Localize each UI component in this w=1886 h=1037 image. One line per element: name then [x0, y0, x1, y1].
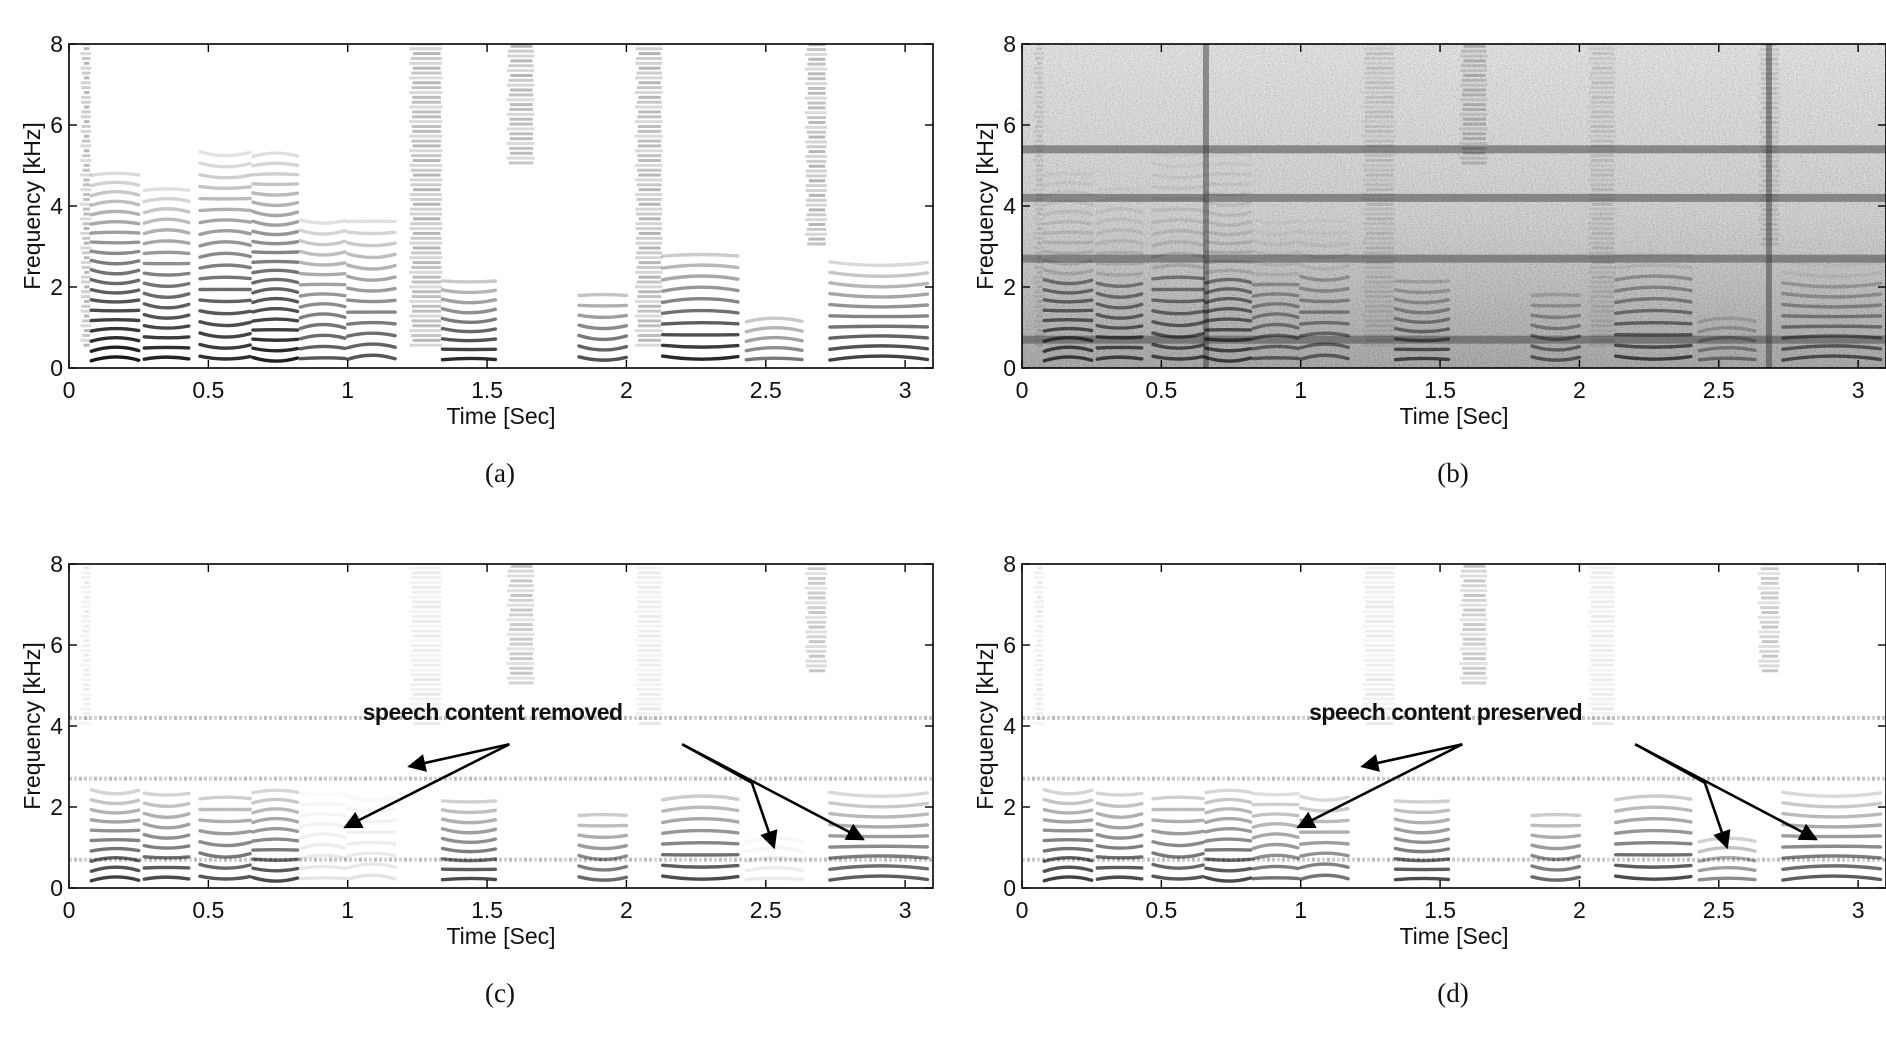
x-tick-label-b-0: 0 — [1016, 377, 1029, 403]
spectrogram-panel-b: 0 0.5 1 1.5 2 2.5 3 0 2 4 6 8 Time [Sec] Frequency [k… — [953, 0, 1886, 517]
x-tick-label-d-6: 3 — [1852, 897, 1865, 923]
axes-a: 0 0.5 1 1.5 2 2.5 3 0 2 4 6 8 — [50, 31, 934, 403]
x-tick-label-a-2: 1 — [341, 377, 354, 403]
spectrogram-b-chart: 0 0.5 1 1.5 2 2.5 3 0 2 4 6 8 Time [Sec] Frequency [k… — [972, 31, 1886, 429]
x-tick-label-c-4: 2 — [620, 897, 633, 923]
y-axis-label-c: Frequency [kHz] — [19, 642, 45, 809]
annotation-d: speech content preserved — [1296, 699, 1818, 850]
y-tick-label-c-1: 2 — [50, 794, 63, 820]
x-tick-label-b-2: 1 — [1294, 377, 1307, 403]
y-tick-label-d-0: 0 — [1003, 875, 1016, 901]
spectrogram-c-chart: 0 0.5 1 1.5 2 2.5 3 0 2 4 6 8 Time [Sec] Frequency [k… — [19, 551, 934, 949]
y-tick-label-b-0: 0 — [1003, 355, 1016, 381]
annotation-text-d: speech content preserved — [1309, 699, 1582, 725]
spectrogram-a-image — [69, 44, 933, 368]
x-tick-label-b-5: 2.5 — [1703, 377, 1735, 403]
panel-caption-b: (b) — [1437, 458, 1469, 488]
spectrogram-d-chart: 0 0.5 1 1.5 2 2.5 3 0 2 4 6 8 Time [Sec] Frequency [k… — [972, 551, 1886, 949]
annotation-arrow-c-0 — [407, 742, 510, 772]
x-tick-label-b-3: 1.5 — [1424, 377, 1456, 403]
x-axis-label-d: Time [Sec] — [1399, 923, 1508, 949]
y-tick-label-b-2: 4 — [1003, 193, 1016, 219]
annotation-text-c: speech content removed — [363, 699, 623, 725]
x-tick-label-b-1: 0.5 — [1145, 377, 1177, 403]
y-tick-label-b-1: 2 — [1003, 274, 1016, 300]
x-tick-label-a-4: 2 — [620, 377, 633, 403]
x-tick-label-a-5: 2.5 — [750, 377, 782, 403]
y-tick-label-d-1: 2 — [1003, 794, 1016, 820]
annotation-arrow-d-2 — [1703, 782, 1731, 850]
y-axis-label-b: Frequency [kHz] — [972, 122, 998, 289]
axes-c: 0 0.5 1 1.5 2 2.5 3 0 2 4 6 8 — [50, 551, 934, 923]
y-tick-label-a-0: 0 — [50, 355, 63, 381]
spectrogram-a-chart: 0 0.5 1 1.5 2 2.5 3 0 2 4 6 8 Time [Sec] Frequency [k… — [19, 31, 934, 429]
spectrogram-panel-a: 0 0.5 1 1.5 2 2.5 3 0 2 4 6 8 Time [Sec] Frequency [k… — [0, 0, 943, 517]
annotation-arrow-d-0 — [1360, 742, 1463, 772]
x-tick-label-d-1: 0.5 — [1145, 897, 1177, 923]
y-tick-label-c-2: 4 — [50, 713, 63, 739]
x-tick-label-c-6: 3 — [899, 897, 912, 923]
y-tick-label-c-3: 6 — [50, 632, 63, 658]
x-axis-label-a: Time [Sec] — [446, 403, 555, 429]
axes-d: 0 0.5 1 1.5 2 2.5 3 0 2 4 6 8 — [1003, 551, 1886, 923]
annotation-arrow-c-1 — [343, 743, 510, 829]
y-tick-label-b-3: 6 — [1003, 112, 1016, 138]
spectrogram-c-image — [69, 564, 933, 888]
x-tick-label-a-6: 3 — [899, 377, 912, 403]
panel-caption-d: (d) — [1437, 978, 1469, 1008]
y-tick-label-d-4: 8 — [1003, 551, 1016, 577]
x-tick-label-b-4: 2 — [1573, 377, 1586, 403]
y-axis-label-a: Frequency [kHz] — [19, 122, 45, 289]
annotation-c: speech content removed — [343, 699, 865, 850]
y-axis-label-d: Frequency [kHz] — [972, 642, 998, 809]
annotation-arrow-c-2 — [750, 782, 778, 850]
x-tick-label-d-2: 1 — [1294, 897, 1307, 923]
x-tick-label-c-3: 1.5 — [471, 897, 503, 923]
y-tick-label-c-4: 8 — [50, 551, 63, 577]
spectrogram-d-image — [1022, 564, 1886, 888]
x-tick-label-d-3: 1.5 — [1424, 897, 1456, 923]
x-tick-label-a-1: 0.5 — [192, 377, 224, 403]
spectrogram-b-image — [1022, 44, 1886, 368]
x-tick-label-d-0: 0 — [1016, 897, 1029, 923]
y-tick-label-a-4: 8 — [50, 31, 63, 57]
panel-caption-a: (a) — [485, 458, 515, 488]
x-tick-label-c-1: 0.5 — [192, 897, 224, 923]
y-tick-label-c-0: 0 — [50, 875, 63, 901]
y-tick-label-a-2: 4 — [50, 193, 63, 219]
y-tick-label-d-2: 4 — [1003, 713, 1016, 739]
spectrogram-panel-c: 0 0.5 1 1.5 2 2.5 3 0 2 4 6 8 Time [Sec] Frequency [k… — [0, 520, 943, 1037]
x-axis-label-c: Time [Sec] — [446, 923, 555, 949]
y-tick-label-a-1: 2 — [50, 274, 63, 300]
y-tick-label-a-3: 6 — [50, 112, 63, 138]
annotation-arrow-d-1 — [1296, 743, 1463, 829]
y-tick-label-b-4: 8 — [1003, 31, 1016, 57]
x-tick-label-c-2: 1 — [341, 897, 354, 923]
x-tick-label-c-5: 2.5 — [750, 897, 782, 923]
spectrogram-panel-d: 0 0.5 1 1.5 2 2.5 3 0 2 4 6 8 Time [Sec] Frequency [k… — [953, 520, 1886, 1037]
x-tick-label-d-4: 2 — [1573, 897, 1586, 923]
x-tick-label-a-3: 1.5 — [471, 377, 503, 403]
panel-caption-c: (c) — [485, 978, 515, 1008]
x-tick-label-a-0: 0 — [63, 377, 76, 403]
x-axis-label-b: Time [Sec] — [1399, 403, 1508, 429]
axes-b: 0 0.5 1 1.5 2 2.5 3 0 2 4 6 8 — [1003, 31, 1886, 403]
x-tick-label-d-5: 2.5 — [1703, 897, 1735, 923]
y-tick-label-d-3: 6 — [1003, 632, 1016, 658]
x-tick-label-b-6: 3 — [1852, 377, 1865, 403]
x-tick-label-c-0: 0 — [63, 897, 76, 923]
